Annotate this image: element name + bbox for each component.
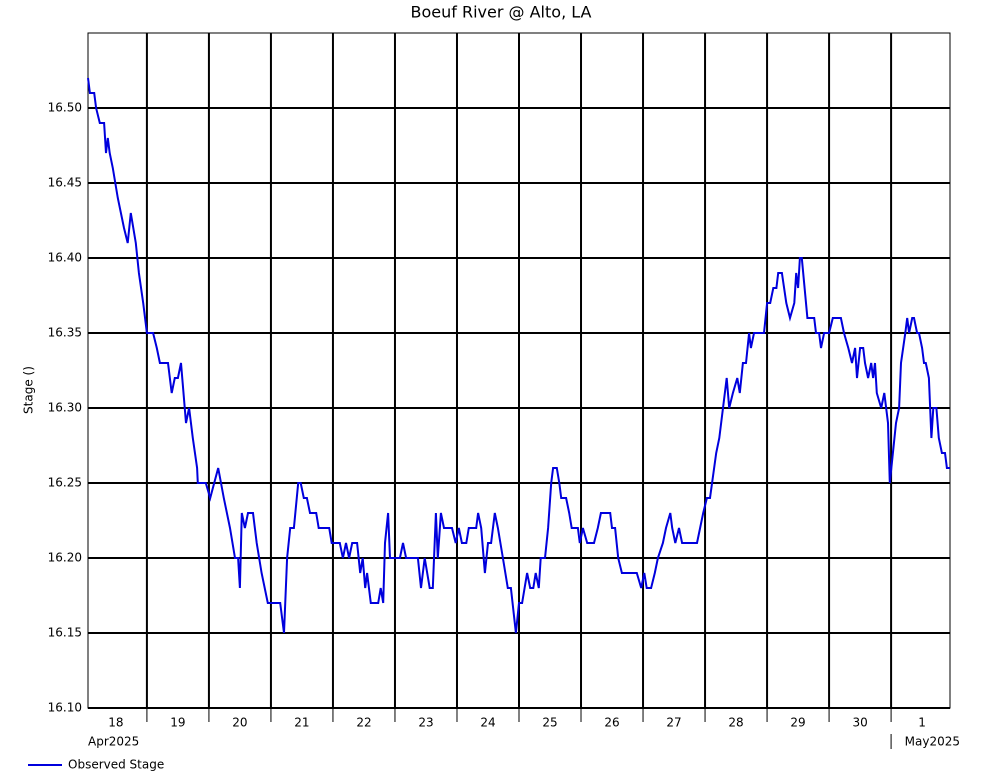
y-tick-label: 16.15	[48, 626, 82, 640]
y-tick-label: 16.25	[48, 476, 82, 490]
y-tick-label: 16.45	[48, 176, 82, 190]
y-tick-label: 16.40	[48, 251, 82, 265]
chart-title: Boeuf River @ Alto, LA	[411, 3, 592, 22]
x-tick-label: 24	[480, 716, 495, 730]
y-tick-label: 16.20	[48, 551, 82, 565]
x-tick-label: 18	[108, 716, 123, 730]
x-tick-label: 28	[728, 716, 743, 730]
y-tick-label: 16.10	[48, 701, 82, 715]
x-tick-label: 21	[294, 716, 309, 730]
x-tick-label: 1	[918, 716, 926, 730]
y-tick-label: 16.35	[48, 326, 82, 340]
x-tick-label: 25	[542, 716, 557, 730]
x-tick-label: 29	[790, 716, 805, 730]
legend-label: Observed Stage	[68, 758, 164, 772]
data-line	[87, 77, 950, 634]
x-tick-label: 19	[170, 716, 185, 730]
y-axis-label: Stage ()	[22, 366, 36, 414]
y-tick-label: 16.50	[48, 101, 82, 115]
x-tick-label: 27	[666, 716, 681, 730]
x-tick-label: 30	[852, 716, 867, 730]
month-label: May2025	[905, 735, 960, 749]
month-label: Apr2025	[88, 735, 139, 749]
x-tick-label: 26	[604, 716, 619, 730]
x-tick-label: 22	[356, 716, 371, 730]
x-tick-label: 20	[232, 716, 247, 730]
y-tick-label: 16.30	[48, 401, 82, 415]
x-tick-label: 23	[418, 716, 433, 730]
